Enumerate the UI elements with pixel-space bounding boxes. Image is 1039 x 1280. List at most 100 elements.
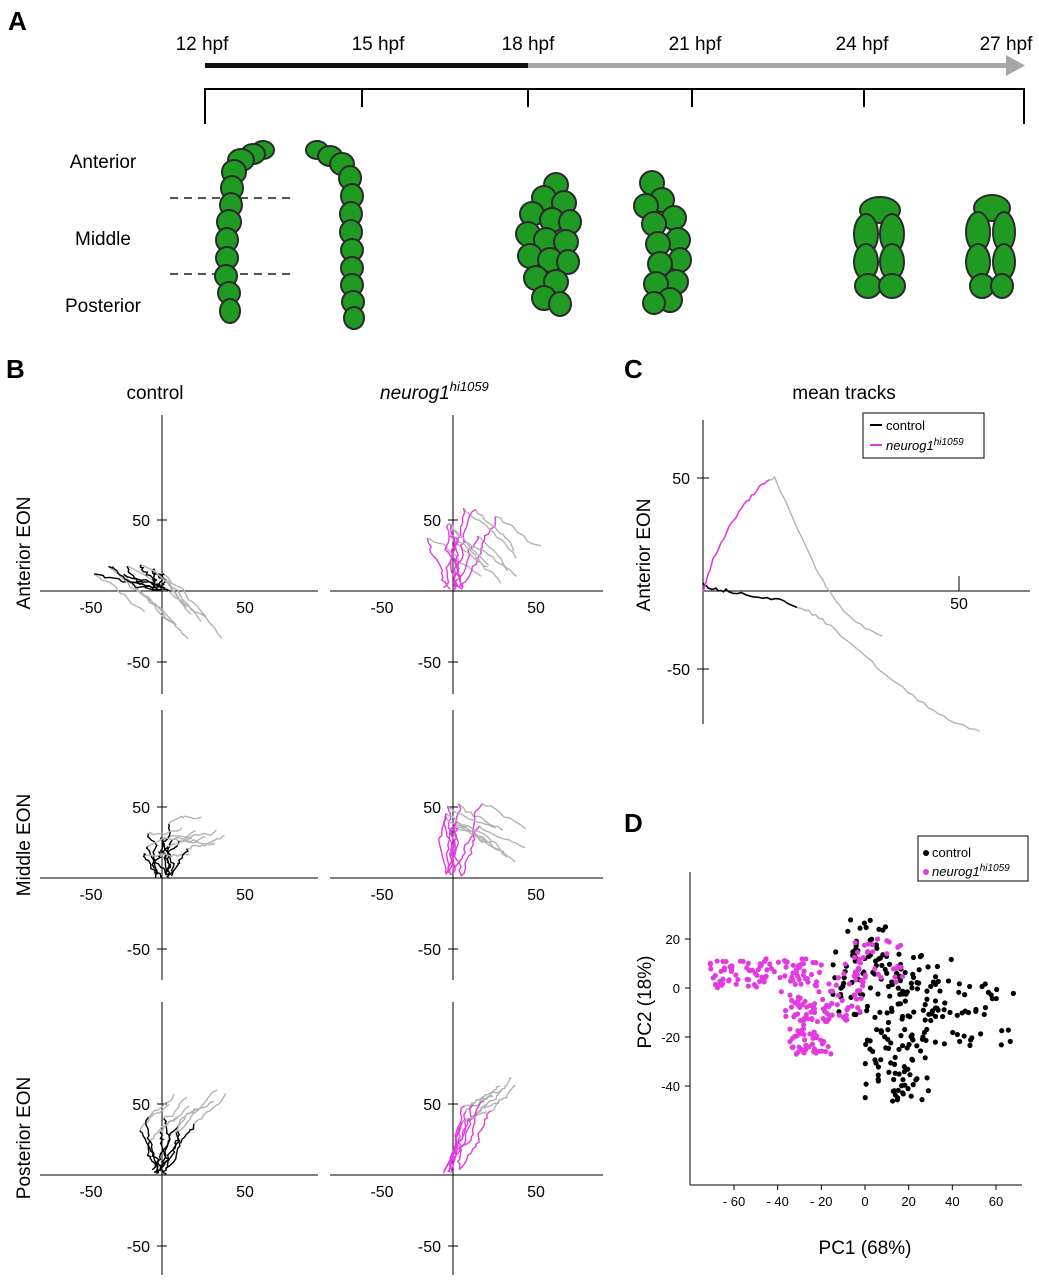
mutant-point (803, 1011, 809, 1018)
mutant-point (820, 996, 826, 1003)
mutant-point (796, 976, 802, 982)
mutant-point (853, 977, 859, 983)
mutant-point (791, 1014, 797, 1020)
control-point (908, 980, 914, 986)
mutant-track (447, 821, 458, 874)
control-point (887, 993, 893, 999)
control-point (895, 1087, 901, 1094)
mutant-track (450, 1113, 478, 1170)
panel-label-b: B (6, 354, 25, 384)
mutant-point (854, 968, 860, 974)
x-tick-label: - 20 (810, 1194, 832, 1209)
control-point (939, 1013, 946, 1020)
late-track (454, 536, 502, 584)
mutant-point (801, 1050, 807, 1056)
late-track (177, 1089, 218, 1133)
control-point (989, 996, 995, 1002)
control-point (870, 1048, 876, 1054)
mutant-track (461, 516, 497, 589)
mutant-point (872, 966, 878, 972)
mutant-point (802, 998, 808, 1004)
region-label-anterior: Anterior (70, 152, 137, 173)
tick-label: -50 (79, 600, 102, 617)
tick-label: 50 (527, 1184, 545, 1201)
mutant-point (811, 1032, 817, 1039)
row-label-posterior: Posterior EON (14, 1077, 35, 1199)
mutant-point (764, 967, 770, 973)
chart-legend: control neurog1hi1059 (862, 412, 985, 459)
mutant-point (852, 940, 858, 946)
control-point (872, 1014, 878, 1020)
mutant-point (898, 964, 904, 970)
x-tick-label: - 40 (766, 1194, 788, 1209)
control-point (845, 928, 851, 934)
control-track (145, 846, 170, 876)
control-point (973, 1006, 979, 1013)
panel-c-axes (697, 420, 1030, 724)
tick-label: 50 (132, 800, 150, 817)
tick-label: 50 (236, 600, 254, 617)
mutant-point (758, 962, 764, 968)
late-track (460, 1110, 487, 1124)
control-point (832, 975, 838, 981)
control-point (875, 991, 881, 997)
control-point (867, 917, 873, 923)
control-point (905, 1013, 911, 1019)
mutant-point (793, 967, 800, 973)
tick-label: 50 (236, 1184, 254, 1201)
control-point (892, 1070, 898, 1076)
control-track (139, 564, 163, 591)
control-track (161, 823, 171, 876)
control-point (947, 1009, 953, 1015)
control-point (889, 981, 895, 988)
late-track (445, 812, 484, 844)
control-point (967, 1042, 973, 1048)
control-point (891, 1076, 897, 1083)
control-point (908, 1033, 914, 1040)
control-point (875, 1064, 882, 1070)
control-point (932, 1013, 939, 1020)
control-point (864, 1003, 871, 1009)
control-point (875, 1072, 881, 1078)
mutant-point (733, 981, 739, 987)
control-track (108, 565, 154, 591)
mutant-point (807, 1002, 813, 1009)
legend-label: neurog1hi1059 (886, 437, 964, 453)
y-tick-label: -40 (661, 1079, 680, 1094)
control-track (131, 582, 171, 592)
control-track (166, 848, 189, 879)
mutant-track (450, 524, 460, 588)
control-point (884, 1010, 890, 1016)
mutant-point (841, 971, 847, 977)
mutant-point (716, 981, 722, 988)
control-point (924, 988, 930, 994)
mutant-gene: neurog1 (380, 383, 450, 404)
late-track (147, 826, 183, 836)
mutant-point (893, 979, 899, 985)
mutant-point (790, 1044, 796, 1050)
control-point (910, 1082, 916, 1088)
control-point (999, 1028, 1005, 1034)
mutant-point (783, 959, 789, 966)
track-plot: 50 -50 -50 50 (330, 1002, 603, 1275)
control-point (978, 1031, 984, 1037)
mutant-point (800, 1022, 807, 1028)
mutant-point (783, 964, 789, 970)
mutant-point (803, 956, 809, 962)
control-point (877, 1009, 883, 1015)
mutant-point (809, 1016, 815, 1022)
control-point (902, 998, 908, 1004)
mutant-point (861, 942, 868, 948)
late-track (477, 535, 518, 577)
mutant-track (451, 803, 483, 876)
tick-label: 50 (236, 887, 254, 904)
mutant-point (835, 975, 842, 981)
column-title-control: control (126, 383, 183, 404)
mutant-point (794, 1033, 800, 1039)
y-axis-label: Anterior EON (634, 499, 655, 612)
mutant-point (811, 1006, 818, 1012)
late-track (444, 815, 492, 843)
mutant-point (860, 954, 866, 961)
control-point (924, 996, 930, 1002)
